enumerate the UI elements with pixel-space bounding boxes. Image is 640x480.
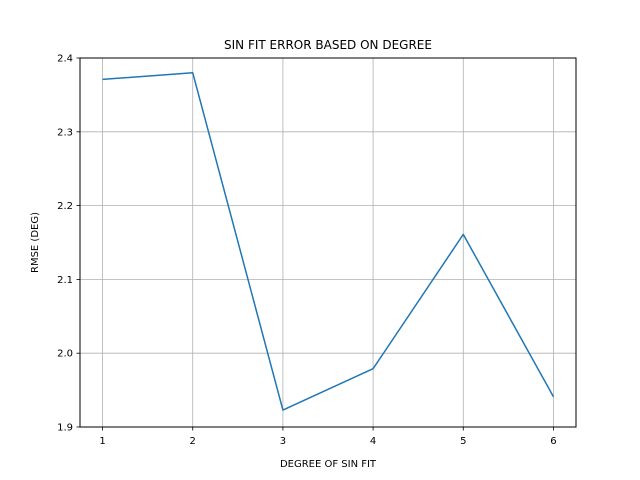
series-layer [102,72,555,411]
plot-frame [79,57,577,428]
x-tick-label: 5 [460,436,466,447]
y-tick-label: 2.0 [57,349,73,360]
x-tick-label: 6 [550,436,556,447]
series-line [102,72,555,411]
ticks: 1 2 3 4 5 6 1.9 2.0 2.1 2.2 2.3 2.4 [57,54,557,448]
x-tick-label: 2 [190,436,196,447]
y-tick-label: 2.2 [57,201,73,212]
y-axis-label: RMSE (DEG) [30,212,41,273]
x-tick-label: 3 [280,436,286,447]
y-tick-label: 2.3 [57,127,73,138]
x-axis-label: DEGREE OF SIN FIT [280,459,377,470]
x-tick-label: 1 [99,436,105,447]
chart-title: SIN FIT ERROR BASED ON DEGREE [224,38,432,52]
y-tick-label: 1.9 [57,423,73,434]
y-tick-label: 2.4 [57,54,73,65]
y-tick-label: 2.1 [57,275,73,286]
x-tick-label: 4 [370,436,376,447]
